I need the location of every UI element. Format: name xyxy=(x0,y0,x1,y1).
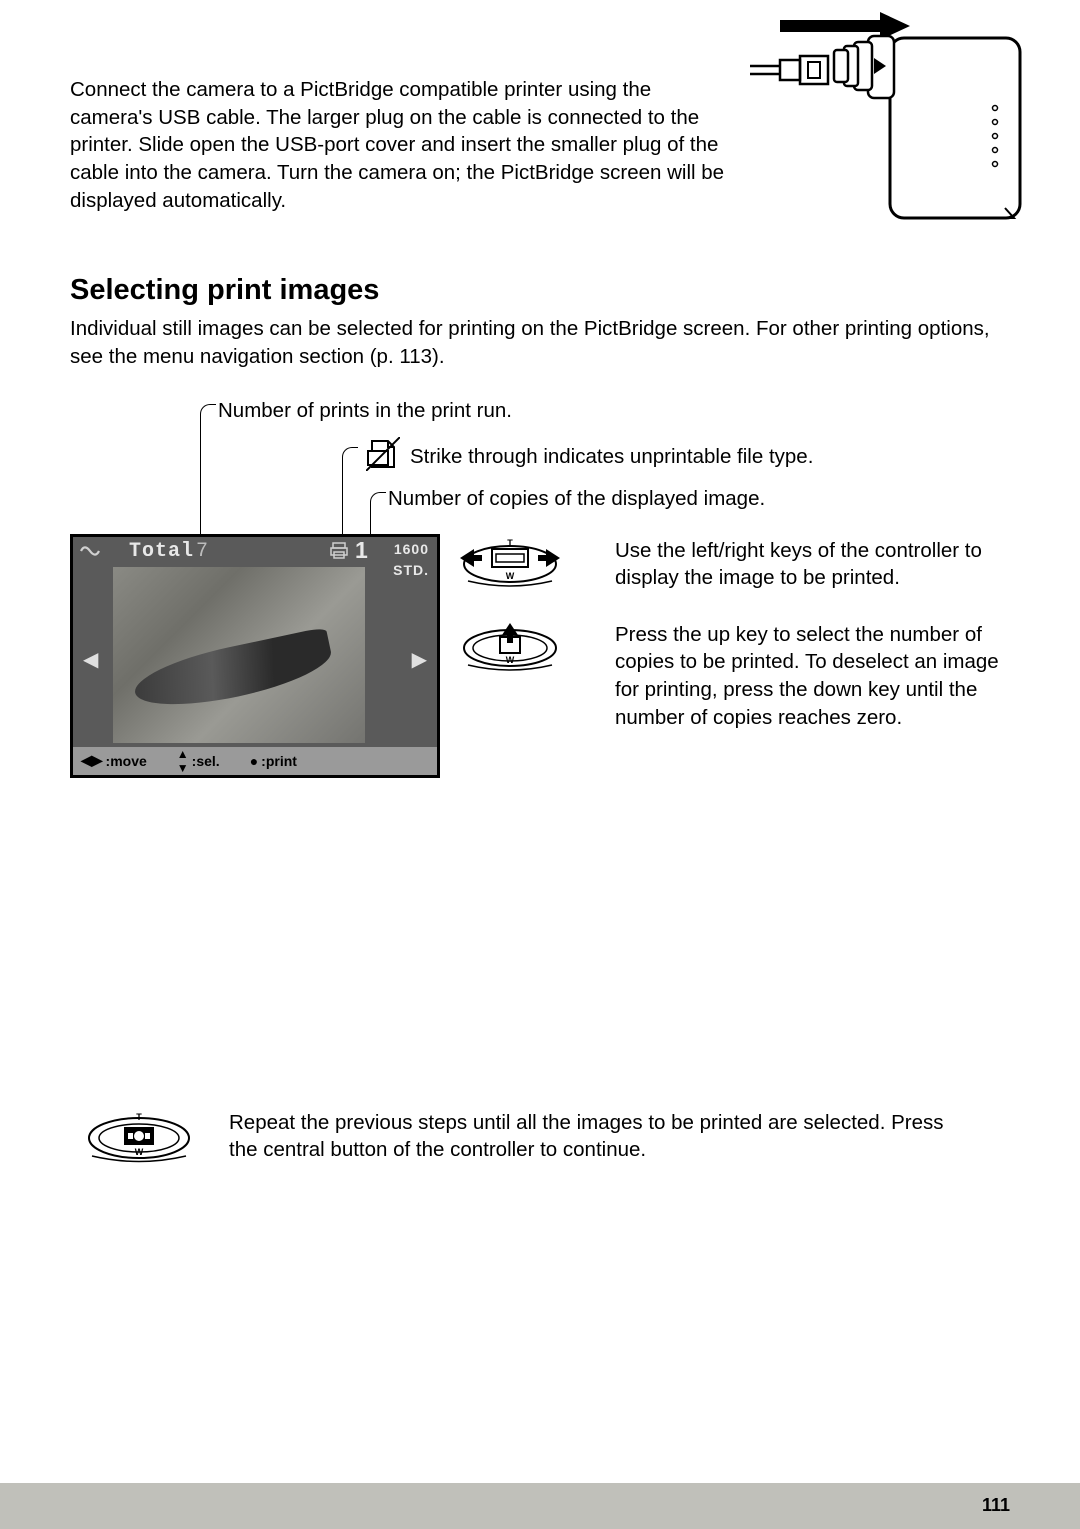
instruction-center: Repeat the previous steps until all the … xyxy=(229,1109,969,1164)
nav-left-arrow: ◀ xyxy=(83,647,98,672)
print-copies-icon xyxy=(330,541,348,559)
pictbridge-preview-screen: Total 7 1 1600 STD. ◀ ▶ ◀▶:move xyxy=(70,534,440,778)
camera-usb-diagram xyxy=(750,8,1030,228)
svg-text:W: W xyxy=(506,571,515,581)
unprintable-file-icon xyxy=(366,437,400,471)
intro-paragraph: Connect the camera to a PictBridge compa… xyxy=(70,76,730,214)
annotation-unprintable-label: Strike through indicates unprintable fil… xyxy=(410,445,813,469)
footer-move-label: :move xyxy=(106,753,147,769)
section-heading: Selecting print images xyxy=(70,274,1010,307)
svg-text:W: W xyxy=(506,655,515,665)
move-icon: ◀▶ xyxy=(81,752,103,769)
controller-center-icon: T W xyxy=(84,1109,194,1163)
controller-up-icon: W xyxy=(460,621,560,671)
total-label: Total xyxy=(129,540,194,563)
resolution-label: 1600 xyxy=(393,539,429,560)
preview-footer-bar: ◀▶:move ▲▼:sel. ●:print xyxy=(73,747,437,775)
sel-icon: ▲▼ xyxy=(177,747,189,775)
annotation-prints-label: Number of prints in the print run. xyxy=(218,399,512,423)
footer-sel-label: :sel. xyxy=(192,753,220,769)
annotation-copies-label: Number of copies of the displayed image. xyxy=(388,487,765,511)
instruction-updown: Press the up key to select the number of… xyxy=(615,621,1010,732)
total-value: 7 xyxy=(196,540,208,563)
copies-value: 1 xyxy=(355,537,368,564)
page-footer-bar: 111 xyxy=(0,1483,1080,1529)
nav-right-arrow: ▶ xyxy=(412,647,427,672)
svg-text:T: T xyxy=(507,538,513,548)
svg-text:T: T xyxy=(136,1112,142,1122)
quality-label: STD. xyxy=(393,560,429,581)
section-body: Individual still images can be selected … xyxy=(70,315,1010,370)
pictbridge-icon xyxy=(79,542,101,560)
svg-text:W: W xyxy=(135,1147,144,1157)
footer-print-label: :print xyxy=(261,753,297,769)
controller-leftright-icon: T W xyxy=(460,537,560,587)
print-icon: ● xyxy=(250,753,258,769)
page-number: 111 xyxy=(982,1495,1010,1516)
instruction-leftright: Use the left/right keys of the controlle… xyxy=(615,537,1010,592)
preview-image xyxy=(113,567,365,743)
